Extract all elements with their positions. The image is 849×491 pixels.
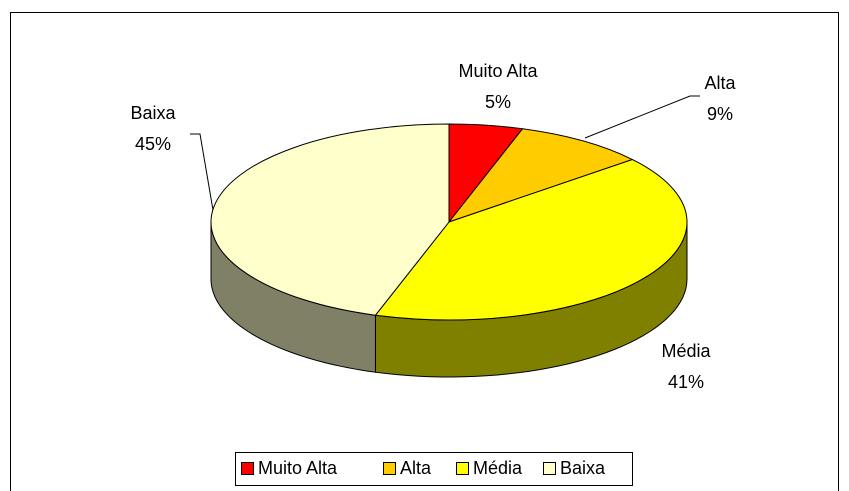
legend-label: Média (473, 458, 523, 478)
legend-swatch (383, 462, 396, 475)
legend-box (235, 452, 633, 486)
data-label-name: Média (661, 341, 711, 361)
pie-slice (210, 123, 450, 316)
legend-swatch (456, 462, 469, 475)
data-label-name: Baixa (130, 103, 176, 123)
legend-label: Muito Alta (258, 458, 338, 478)
data-label-name: Muito Alta (458, 61, 538, 81)
legend-label: Alta (400, 458, 432, 478)
data-label-name: Alta (704, 73, 736, 93)
pie-slice (447, 128, 634, 224)
data-label-value: 9% (707, 104, 733, 124)
data-label-value: 41% (668, 372, 704, 392)
leader-line (584, 95, 700, 139)
data-label-value: 5% (485, 92, 511, 112)
pie-slice (374, 158, 688, 321)
data-label-value: 45% (135, 134, 171, 154)
leader-line (190, 133, 214, 211)
legend-swatch (241, 462, 254, 475)
legend-swatch (543, 462, 556, 475)
legend-label: Baixa (560, 458, 606, 478)
